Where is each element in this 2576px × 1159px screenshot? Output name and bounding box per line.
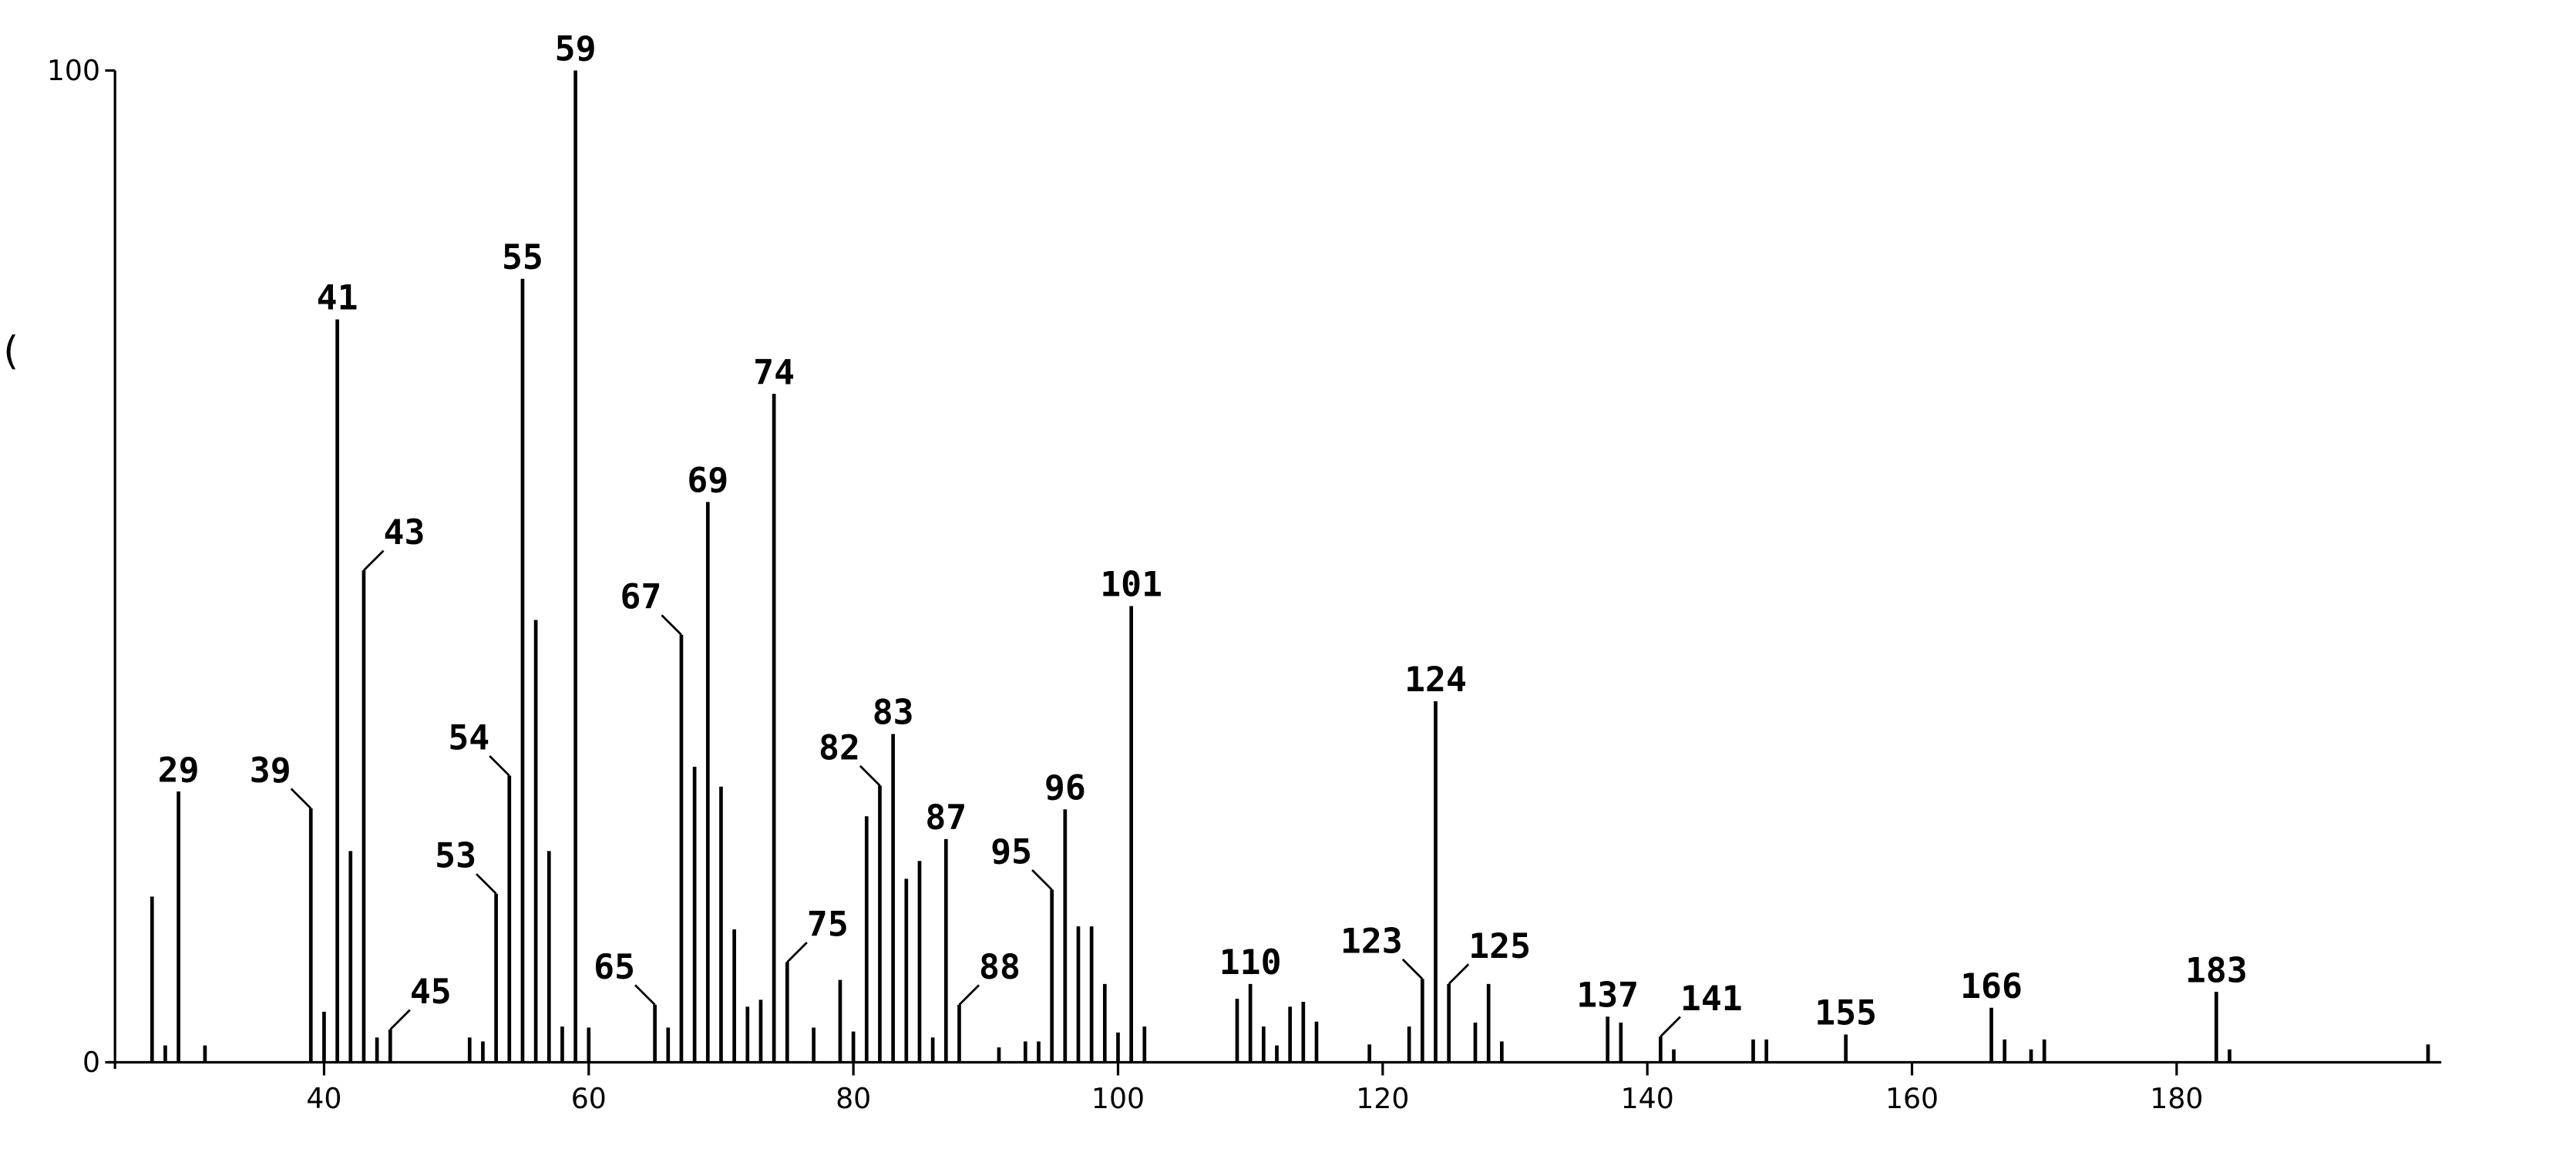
leader <box>634 984 656 1006</box>
peak-label: 82 <box>819 727 860 768</box>
x-tick-label: 100 <box>1091 1082 1145 1115</box>
peak-label: 45 <box>410 971 452 1012</box>
peak-label: 43 <box>384 512 425 553</box>
peak-label: 88 <box>979 946 1021 987</box>
y-tick-label: 100 <box>47 54 100 87</box>
leader <box>290 788 312 809</box>
peak-label: 53 <box>435 835 476 876</box>
x-tick-label: 160 <box>1885 1082 1939 1115</box>
leader <box>786 941 808 963</box>
x-tick-label: 60 <box>571 1082 607 1115</box>
leader <box>859 764 881 787</box>
leader <box>489 755 510 777</box>
x-tick-label: 80 <box>836 1082 871 1115</box>
peak-label: 166 <box>1960 966 2023 1006</box>
peak-label: 124 <box>1404 659 1467 700</box>
leader <box>958 984 980 1006</box>
leader <box>389 1009 411 1030</box>
x-tick-label: 120 <box>1356 1082 1409 1115</box>
peak-label: 75 <box>807 904 849 945</box>
x-tick-label: 40 <box>306 1082 341 1115</box>
y-tick-label: 0 <box>82 1046 100 1079</box>
peak-label: 183 <box>2185 949 2248 990</box>
leader <box>1031 869 1053 891</box>
peak-label: 39 <box>250 750 291 791</box>
peak-label: 137 <box>1576 975 1639 1016</box>
x-tick-label: 140 <box>1621 1082 1674 1115</box>
peak-label: 96 <box>1044 768 1086 808</box>
peak-label: 69 <box>687 460 728 501</box>
leader <box>362 549 385 572</box>
peak-label: 123 <box>1340 920 1403 961</box>
leader <box>476 873 497 895</box>
peak-label: 55 <box>502 237 543 277</box>
peak-label: 87 <box>925 797 967 838</box>
peak-label: 155 <box>1814 993 1877 1033</box>
leader <box>1448 963 1470 985</box>
peak-label: 59 <box>555 29 597 69</box>
peak-label: 29 <box>158 749 200 790</box>
peak-label: 74 <box>753 351 795 392</box>
peak-label: 110 <box>1219 942 1282 983</box>
peak-label: 95 <box>990 831 1032 872</box>
x-tick-label: 180 <box>2150 1082 2203 1115</box>
peak-label: 41 <box>317 277 358 318</box>
peak-label: 65 <box>594 946 635 987</box>
leader <box>661 614 682 636</box>
peak-label: 125 <box>1468 926 1531 966</box>
peak-label: 54 <box>448 717 489 758</box>
peak-label: 67 <box>620 576 662 617</box>
peak-label: 101 <box>1100 564 1162 605</box>
leader <box>1401 958 1424 980</box>
peak-label: 83 <box>873 692 914 733</box>
leader <box>1660 1016 1681 1038</box>
peak-label: 141 <box>1680 978 1743 1019</box>
y-axis-label: ( <box>3 328 18 374</box>
